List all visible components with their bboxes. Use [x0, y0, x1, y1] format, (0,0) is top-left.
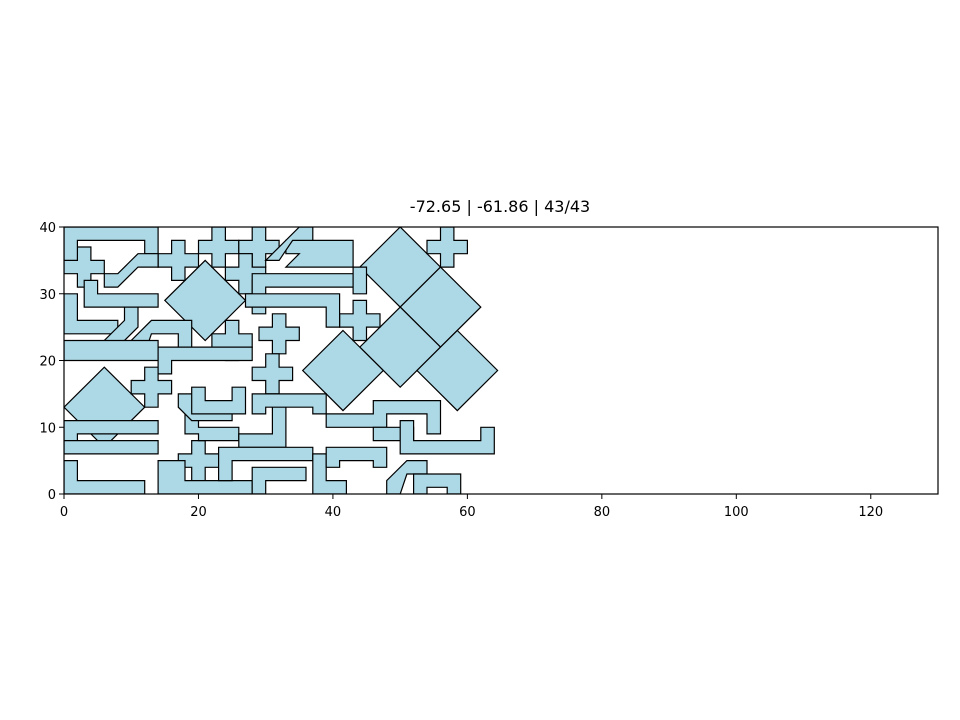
poly-piece-42 — [251, 466, 307, 494]
cross-piece-17 — [130, 366, 173, 408]
poly-piece-38 — [191, 386, 247, 415]
x-tick-label: 20 — [190, 505, 207, 520]
diamond-piece-3 — [416, 329, 499, 412]
poly-piece-49 — [399, 420, 495, 455]
y-axis: 0 10 20 30 40 — [39, 221, 64, 503]
poly-piece-48 — [413, 473, 462, 494]
poly-piece-20 — [83, 279, 159, 308]
poly-piece-34 — [64, 440, 159, 455]
x-tick-label: 120 — [858, 505, 883, 520]
poly-piece-40 — [251, 393, 327, 415]
poly-piece-22 — [103, 253, 159, 288]
cross-piece-12 — [426, 227, 468, 268]
x-axis: 0 20 40 60 80 100 120 — [60, 494, 883, 520]
x-tick-label: 100 — [724, 505, 749, 520]
y-tick-label: 30 — [39, 288, 56, 303]
poly-piece-45 — [325, 400, 442, 435]
poly-piece-35 — [157, 460, 253, 494]
x-tick-label: 60 — [459, 505, 476, 520]
x-tick-label: 0 — [60, 505, 68, 520]
x-tick-label: 40 — [325, 505, 342, 520]
y-tick-label: 0 — [48, 488, 56, 503]
y-tick-label: 10 — [39, 421, 56, 436]
poly-piece-30 — [352, 266, 368, 295]
poly-piece-29 — [264, 227, 314, 261]
poly-piece-31 — [244, 293, 341, 328]
chart-title: -72.65 | -61.86 | 43/43 — [410, 197, 590, 216]
y-tick-label: 20 — [39, 355, 56, 370]
poly-piece-44 — [325, 446, 388, 468]
poly-piece-33 — [64, 460, 146, 494]
diamond-piece-4 — [301, 329, 385, 412]
poly-piece-47 — [386, 460, 428, 494]
poly-piece-25 — [64, 339, 159, 362]
cross-piece-14 — [258, 313, 300, 355]
poly-piece-43 — [312, 453, 347, 494]
shapes-layer — [64, 227, 499, 494]
x-tick-label: 80 — [594, 505, 611, 520]
poly-piece-28 — [284, 239, 354, 268]
y-tick-label: 40 — [39, 221, 56, 236]
poly-piece-26 — [157, 346, 253, 375]
